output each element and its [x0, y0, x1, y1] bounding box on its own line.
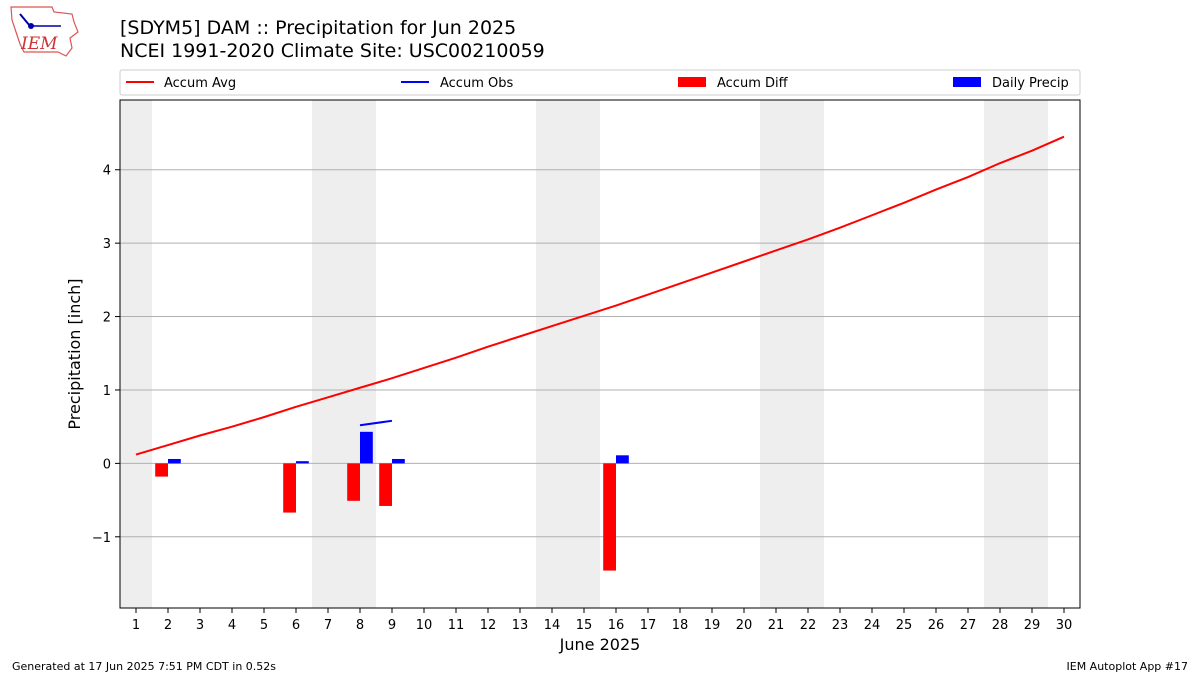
x-tick-label: 2	[164, 618, 172, 633]
accum-diff-bar	[379, 463, 392, 506]
accum-diff-bar	[155, 463, 168, 477]
generated-timestamp: Generated at 17 Jun 2025 7:51 PM CDT in …	[12, 660, 277, 673]
x-tick-label: 28	[992, 618, 1009, 633]
x-tick-label: 13	[512, 618, 529, 633]
instrument-icon	[19, 13, 31, 27]
y-tick-label: 3	[103, 237, 111, 252]
legend-box	[119, 69, 1081, 96]
x-tick-label: 15	[576, 618, 593, 633]
legend: Accum Avg Accum Obs Accum Diff Daily Pre…	[119, 69, 1081, 96]
x-tick-label: 7	[324, 618, 332, 633]
legend-accum-diff-label: Accum Diff	[717, 76, 789, 91]
weekend-bands	[120, 100, 1048, 608]
accum-obs-line	[359, 419, 393, 427]
app-credit: IEM Autoplot App #17	[1066, 660, 1189, 673]
x-tick-label: 30	[1056, 618, 1073, 633]
y-tick-label: 1	[103, 384, 111, 399]
x-tick-label: 1	[132, 618, 140, 633]
x-axis-ticks: 1 2 3 4 5 6 7 8 9 10 11 12 13 14 15 16 17 18 19 20 21 22 23 24 2…	[132, 608, 1072, 633]
weekend-band	[120, 100, 152, 608]
legend-daily-precip-swatch	[953, 77, 981, 87]
x-tick-label: 18	[672, 618, 689, 633]
x-tick-label: 27	[960, 618, 977, 633]
accum-avg-line	[135, 135, 1065, 456]
y-axis-label: Precipitation [inch]	[65, 278, 84, 429]
y-tick-label: 0	[103, 457, 111, 472]
x-tick-label: 20	[736, 618, 753, 633]
data-marks	[135, 135, 1065, 571]
daily-precip-bar	[296, 461, 309, 464]
x-tick-label: 9	[388, 618, 396, 633]
plot-frame	[119, 99, 1081, 609]
daily-precip-bar	[360, 431, 373, 464]
weekend-band	[536, 100, 600, 608]
y-axis-ticks: −1 0 1 2 3 4	[92, 164, 120, 546]
x-tick-label: 24	[864, 618, 881, 633]
legend-accum-obs-label: Accum Obs	[440, 76, 513, 91]
x-tick-label: 4	[228, 618, 236, 633]
x-axis-label: June 2025	[559, 635, 641, 654]
weekend-band	[984, 100, 1048, 608]
x-tick-label: 17	[640, 618, 657, 633]
legend-accum-avg-label: Accum Avg	[164, 76, 236, 91]
logo-text: IEM	[20, 34, 58, 54]
x-tick-label: 5	[260, 618, 268, 633]
accum-diff-bar	[347, 463, 360, 501]
x-tick-label: 12	[480, 618, 497, 633]
x-tick-label: 8	[356, 618, 364, 633]
x-tick-label: 3	[196, 618, 204, 633]
y-tick-label: −1	[92, 531, 111, 546]
x-tick-label: 6	[292, 618, 300, 633]
daily-precip-bar	[392, 458, 405, 464]
legend-accum-diff-swatch	[678, 77, 706, 87]
sensor-dot-icon	[28, 23, 34, 29]
x-tick-label: 29	[1024, 618, 1041, 633]
accum-diff-bar	[603, 463, 616, 571]
x-tick-label: 22	[800, 618, 817, 633]
chart-subtitle: NCEI 1991-2020 Climate Site: USC00210059	[120, 40, 545, 62]
weekend-band	[760, 100, 824, 608]
iowa-outline-icon	[10, 6, 79, 57]
chart-title: [SDYM5] DAM :: Precipitation for Jun 202…	[120, 17, 517, 39]
x-tick-label: 19	[704, 618, 721, 633]
iem-logo: IEM	[10, 6, 79, 57]
gridlines	[120, 169, 1080, 538]
x-tick-label: 25	[896, 618, 913, 633]
y-tick-label: 4	[103, 164, 111, 179]
x-tick-label: 26	[928, 618, 945, 633]
x-tick-label: 14	[544, 618, 561, 633]
x-tick-label: 10	[416, 618, 433, 633]
daily-precip-bar	[616, 455, 629, 464]
accum-diff-bar	[283, 463, 296, 513]
y-tick-label: 2	[103, 311, 111, 326]
daily-precip-bar	[168, 458, 181, 464]
legend-daily-precip-label: Daily Precip	[992, 76, 1069, 91]
x-tick-label: 11	[448, 618, 465, 633]
weekend-band	[312, 100, 376, 608]
x-tick-label: 23	[832, 618, 849, 633]
x-tick-label: 21	[768, 618, 785, 633]
x-tick-label: 16	[608, 618, 625, 633]
